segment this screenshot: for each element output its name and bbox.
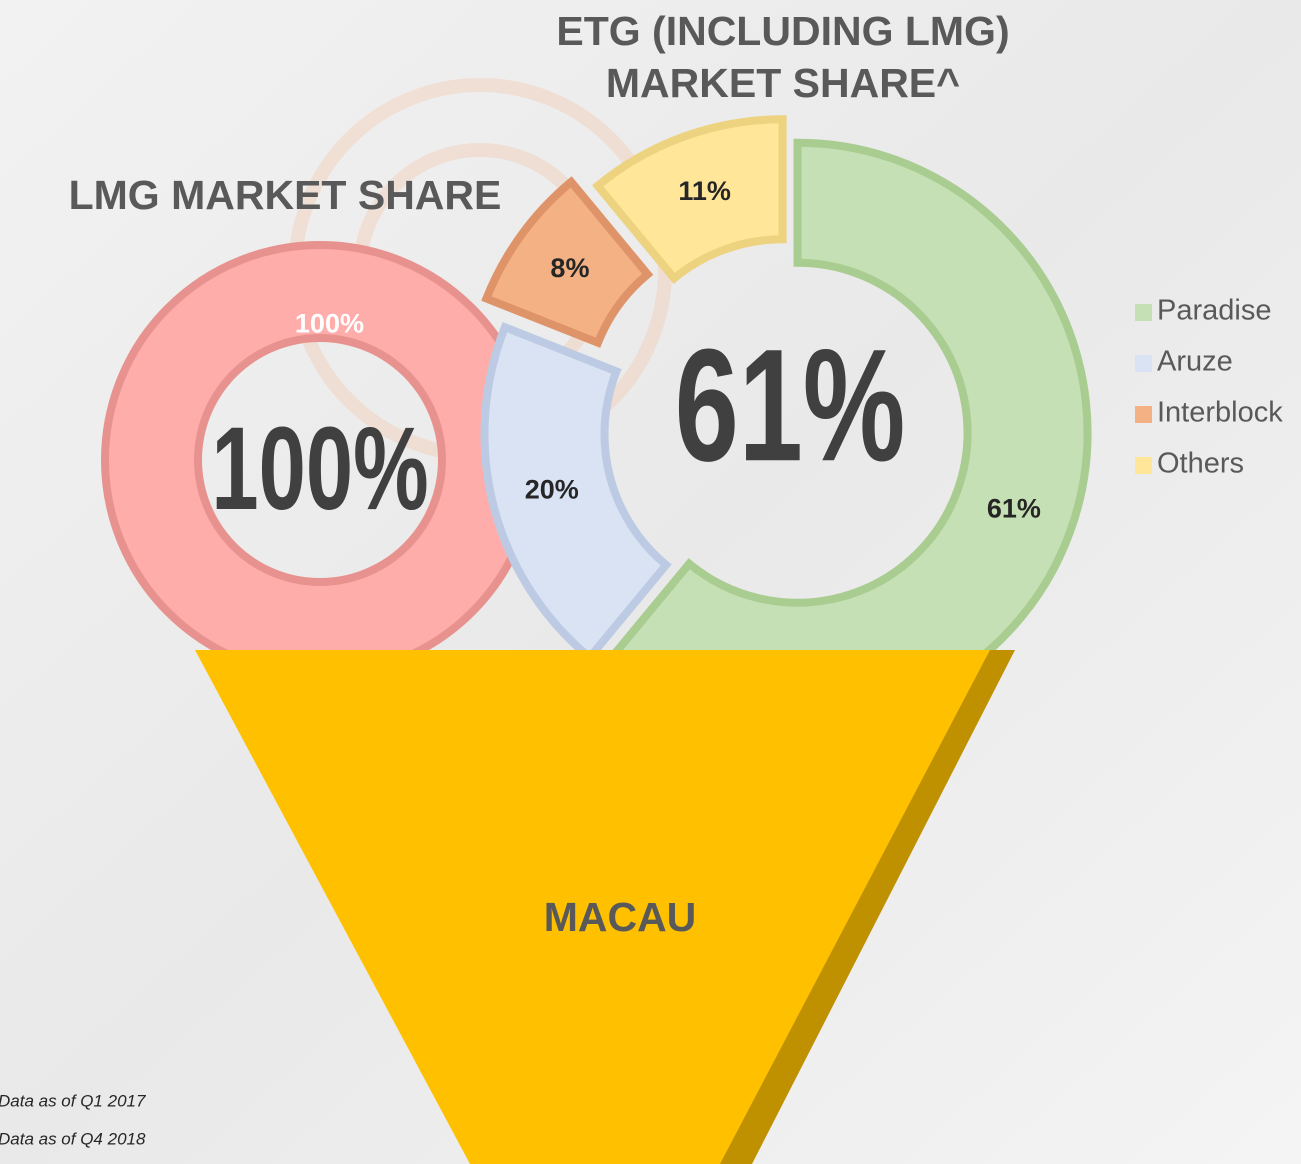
- center-label: 100%: [211, 402, 428, 534]
- legend-label: Aruze: [1157, 346, 1233, 378]
- data-label: 100%: [295, 308, 364, 338]
- chart-title: MARKET SHARE^: [606, 60, 960, 106]
- data-label: 61%: [987, 494, 1041, 524]
- data-label: 20%: [525, 474, 579, 504]
- infographic: LMG MARKET SHARE 100% 100% ETG (INCLUDING L…: [0, 0, 1301, 1164]
- data-label: 8%: [550, 253, 589, 283]
- legend-label: Paradise: [1157, 295, 1271, 327]
- legend-label: Interblock: [1157, 397, 1283, 429]
- legend-swatch: [1135, 406, 1152, 423]
- legend-swatch: [1135, 304, 1152, 321]
- legend-label: Others: [1157, 448, 1244, 480]
- chart-title: LMG MARKET SHARE: [69, 172, 502, 218]
- legend-swatch: [1135, 355, 1152, 372]
- center-label: 61%: [675, 316, 906, 495]
- data-label: 11%: [678, 176, 731, 206]
- legend-swatch: [1135, 457, 1152, 474]
- footnote: Data as of Q4 2018: [0, 1129, 146, 1148]
- chart-title: ETG (INCLUDING LMG): [556, 8, 1009, 54]
- funnel-label: MACAU: [544, 894, 697, 940]
- footnote: Data as of Q1 2017: [0, 1091, 146, 1110]
